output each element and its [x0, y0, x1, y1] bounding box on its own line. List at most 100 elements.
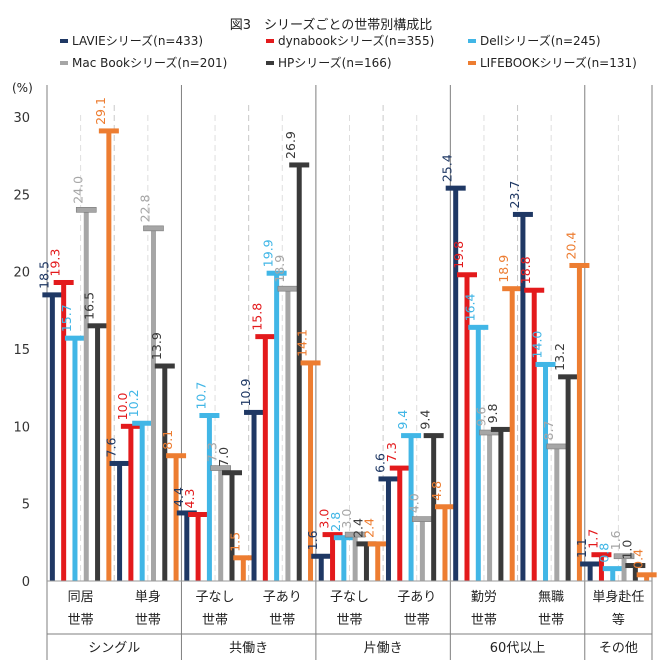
bar — [598, 554, 604, 581]
bar — [206, 415, 212, 581]
bar — [251, 412, 257, 581]
data-label: 2.4 — [362, 518, 377, 538]
bar-cap — [512, 211, 533, 217]
bar-cap — [289, 162, 310, 168]
data-label: 6.6 — [372, 453, 387, 473]
data-label: 9.4 — [418, 410, 433, 430]
x-tick-label: 単身赴任 — [592, 589, 644, 605]
legend-label: dynabookシリーズ(n=355) — [278, 34, 435, 48]
bar — [576, 265, 582, 581]
x-tick-label: 単身 — [135, 589, 161, 605]
bar — [308, 362, 314, 581]
bar — [262, 336, 268, 581]
bar-cap — [613, 553, 635, 560]
bar — [61, 282, 67, 581]
bar — [150, 228, 156, 582]
bar — [509, 288, 515, 581]
legend-swatch — [468, 38, 476, 43]
bar-cap — [42, 292, 63, 298]
x-tick-label: 世帯 — [404, 613, 430, 628]
bar — [352, 534, 358, 581]
legend-item: LIFEBOOKシリーズ(n=131) — [468, 54, 637, 71]
data-label: 22.8 — [137, 194, 152, 222]
bar — [419, 519, 425, 581]
bar — [632, 565, 638, 581]
group-label: その他 — [599, 641, 638, 656]
bar-cap — [64, 335, 85, 341]
bar-cap — [524, 287, 545, 293]
x-tick-label: 同居 — [68, 590, 94, 605]
data-label: 9.4 — [395, 410, 410, 430]
y-tick-label: 25 — [13, 188, 30, 203]
bar-cap — [109, 460, 130, 466]
bar — [408, 435, 414, 581]
y-axis-unit-label: (%) — [12, 81, 33, 95]
bar — [610, 568, 616, 581]
bar-cap — [602, 566, 623, 572]
bar-cap — [344, 531, 366, 538]
x-tick-label: 世帯 — [135, 613, 161, 628]
x-tick-label: 無職 — [538, 590, 564, 605]
legend-swatch — [468, 60, 476, 65]
group-label: 60代以上 — [490, 641, 546, 656]
data-label: 4.3 — [182, 489, 197, 509]
data-label: 26.9 — [283, 131, 298, 159]
data-label: 24.0 — [70, 176, 85, 204]
bar-cap — [244, 409, 265, 415]
legend-item: dynabookシリーズ(n=355) — [266, 32, 434, 49]
bar-cap — [53, 279, 74, 285]
bar-cap — [98, 128, 119, 134]
y-tick-label: 30 — [13, 111, 30, 126]
bar — [543, 364, 549, 581]
data-label: 15.7 — [59, 304, 74, 332]
bar — [341, 537, 347, 581]
bar-cap — [277, 285, 299, 292]
bar — [240, 557, 246, 581]
data-label: 15.8 — [249, 303, 264, 331]
bar — [128, 426, 134, 581]
bar — [184, 512, 190, 581]
data-label: 25.4 — [440, 154, 455, 182]
x-tick-label: 世帯 — [269, 613, 295, 628]
data-label: 7.3 — [205, 442, 220, 462]
x-tick-label: 勤労 — [471, 590, 497, 605]
data-label: 10.9 — [238, 379, 253, 407]
bar-cap — [502, 286, 523, 292]
data-label: 13.9 — [149, 332, 164, 360]
bar-cap — [199, 413, 220, 419]
bar-cap — [311, 553, 332, 559]
x-tick-label: 子あり — [263, 590, 302, 605]
data-label: 1.1 — [574, 538, 589, 558]
bar-cap — [378, 476, 399, 482]
bar-cap — [490, 426, 511, 432]
bar-cap — [132, 420, 153, 426]
bar — [72, 338, 78, 581]
bar — [229, 472, 235, 581]
x-tick-label: 世帯 — [202, 613, 228, 628]
data-label: 1.6 — [608, 530, 623, 550]
legend-swatch — [60, 38, 68, 43]
data-label: 2.8 — [328, 512, 343, 532]
bar-cap — [636, 572, 657, 578]
data-label: 23.7 — [507, 181, 522, 209]
bar-cap — [591, 552, 612, 558]
data-label: 18.8 — [518, 256, 533, 284]
bar — [453, 188, 459, 581]
group-label: シングル — [88, 641, 140, 656]
data-label: 14.1 — [295, 329, 310, 357]
bar-cap — [255, 334, 276, 340]
bar-cap — [468, 324, 489, 330]
bar-cap — [625, 563, 646, 569]
data-label: 4.0 — [406, 493, 421, 513]
group-label: 片働き — [364, 641, 403, 656]
data-label: 19.9 — [261, 239, 276, 267]
data-label: 7.0 — [216, 447, 231, 467]
bar — [431, 435, 437, 581]
y-tick-label: 20 — [13, 266, 30, 281]
bar-cap — [401, 433, 422, 439]
bar-cap — [222, 470, 243, 476]
bar — [375, 543, 381, 581]
bar-cap — [233, 555, 254, 561]
bar-cap — [535, 361, 556, 367]
